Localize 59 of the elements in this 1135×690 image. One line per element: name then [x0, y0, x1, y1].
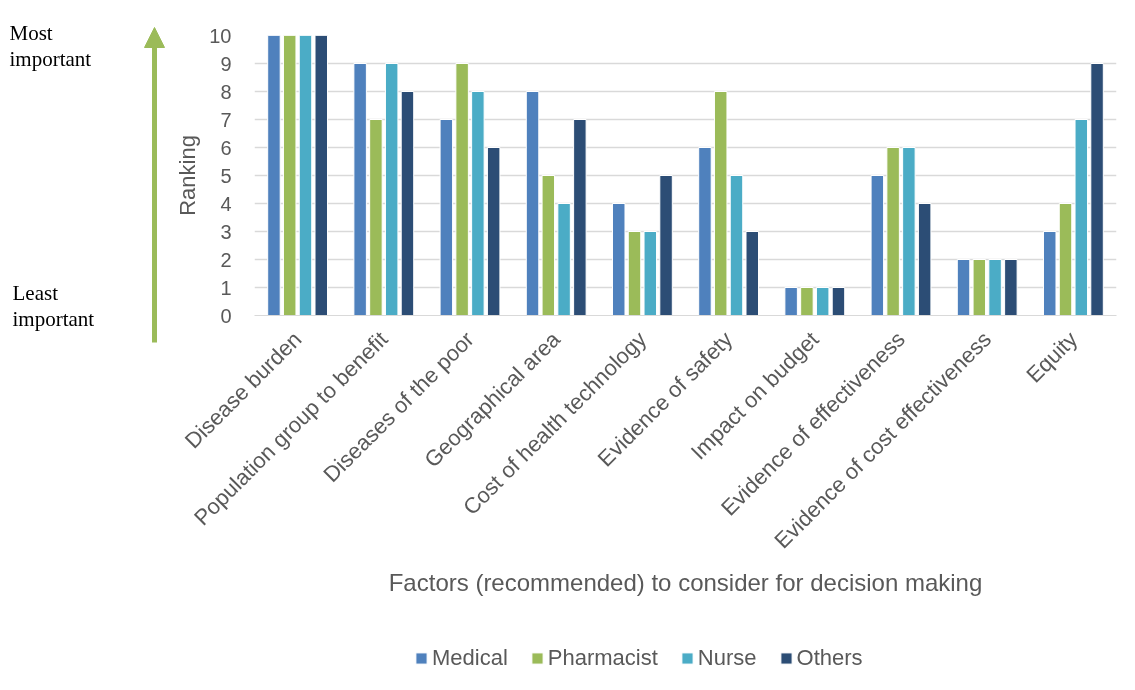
bar — [745, 231, 760, 316]
bar — [369, 119, 383, 316]
bar — [886, 147, 900, 316]
bar — [627, 231, 642, 316]
bar — [870, 175, 885, 316]
bar — [713, 91, 728, 316]
legend-label: Nurse — [697, 645, 757, 671]
bar — [1074, 119, 1089, 316]
y-tick-label: 3 — [220, 220, 232, 243]
y-tick-label: 0 — [220, 304, 232, 327]
y-tick-label: 6 — [220, 136, 232, 159]
y-tick-label: 10 — [209, 24, 232, 47]
bar — [902, 147, 916, 316]
bar — [557, 203, 571, 316]
bar — [314, 35, 329, 316]
bar — [455, 63, 469, 316]
bar — [573, 119, 587, 316]
bar — [988, 259, 1002, 316]
bar — [659, 175, 673, 316]
bar — [698, 147, 712, 316]
y-tick-label: 1 — [220, 276, 232, 299]
bar — [815, 287, 830, 316]
bar — [1090, 63, 1104, 316]
bar — [956, 259, 971, 316]
bar — [643, 231, 658, 316]
bar — [972, 259, 987, 316]
bar — [611, 203, 626, 316]
y-tick-label: 4 — [220, 192, 232, 215]
bar — [784, 287, 798, 316]
y-axis-title: Ranking — [175, 135, 201, 216]
bar — [917, 203, 932, 316]
legend-label: Pharmacist — [547, 645, 658, 671]
bar — [800, 287, 814, 316]
bar — [384, 63, 399, 316]
bar — [1004, 259, 1018, 316]
x-axis-title: Factors (recommended) to consider for decision making — [388, 569, 983, 597]
y-tick-label: 2 — [220, 248, 232, 271]
bar — [729, 175, 744, 316]
bar — [353, 63, 367, 316]
bar — [525, 91, 540, 316]
y-tick-label: 9 — [220, 52, 232, 75]
bar — [541, 175, 556, 316]
bar — [400, 91, 415, 316]
legend-label: Others — [796, 645, 863, 671]
bar — [267, 35, 281, 316]
bar — [282, 35, 297, 316]
bar — [439, 119, 454, 316]
text: Most important — [9, 20, 92, 71]
y-tick-label: 5 — [220, 164, 232, 187]
bar — [831, 287, 846, 316]
y-tick-label: 8 — [220, 80, 232, 103]
legend-label: Medical — [432, 645, 508, 671]
text: Least important — [12, 280, 95, 331]
bar — [298, 35, 313, 316]
bar — [1058, 203, 1073, 316]
y-tick-label: 7 — [220, 108, 232, 131]
bar — [471, 91, 485, 316]
bar — [1042, 231, 1057, 316]
bar — [486, 147, 501, 316]
